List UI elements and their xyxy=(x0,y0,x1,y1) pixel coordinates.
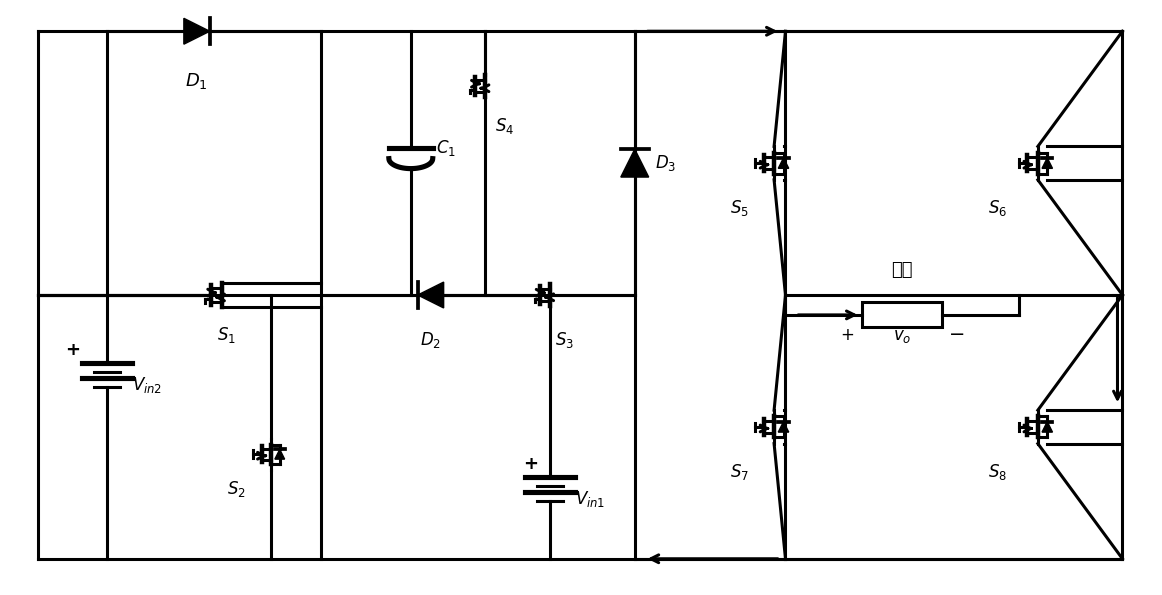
Polygon shape xyxy=(621,149,648,177)
Polygon shape xyxy=(779,422,789,432)
Text: $S_6$: $S_6$ xyxy=(989,198,1007,218)
Text: $S_2$: $S_2$ xyxy=(228,479,246,499)
Text: $S_4$: $S_4$ xyxy=(495,116,515,136)
Text: $v_o$: $v_o$ xyxy=(894,328,911,345)
Polygon shape xyxy=(1042,422,1053,432)
Text: +: + xyxy=(840,326,854,344)
Text: $D_1$: $D_1$ xyxy=(186,71,208,91)
Text: +: + xyxy=(523,455,538,473)
Polygon shape xyxy=(184,18,210,44)
Text: $C_1$: $C_1$ xyxy=(436,138,456,158)
Text: +: + xyxy=(65,341,80,359)
Text: $S_5$: $S_5$ xyxy=(730,198,748,218)
Text: $S_3$: $S_3$ xyxy=(555,330,574,350)
Polygon shape xyxy=(1042,158,1053,168)
Text: $S_7$: $S_7$ xyxy=(730,462,748,482)
Polygon shape xyxy=(779,158,789,168)
Text: $D_2$: $D_2$ xyxy=(421,330,442,350)
Text: $S_8$: $S_8$ xyxy=(989,462,1007,482)
Text: −: − xyxy=(949,325,966,345)
Polygon shape xyxy=(418,282,444,308)
Polygon shape xyxy=(275,449,285,459)
Text: $D_3$: $D_3$ xyxy=(654,153,676,173)
Text: $V_{in1}$: $V_{in1}$ xyxy=(575,489,605,509)
Text: $V_{in2}$: $V_{in2}$ xyxy=(132,375,163,394)
Text: 负载: 负载 xyxy=(891,261,913,279)
Text: $S_1$: $S_1$ xyxy=(217,325,236,345)
FancyBboxPatch shape xyxy=(862,302,942,327)
